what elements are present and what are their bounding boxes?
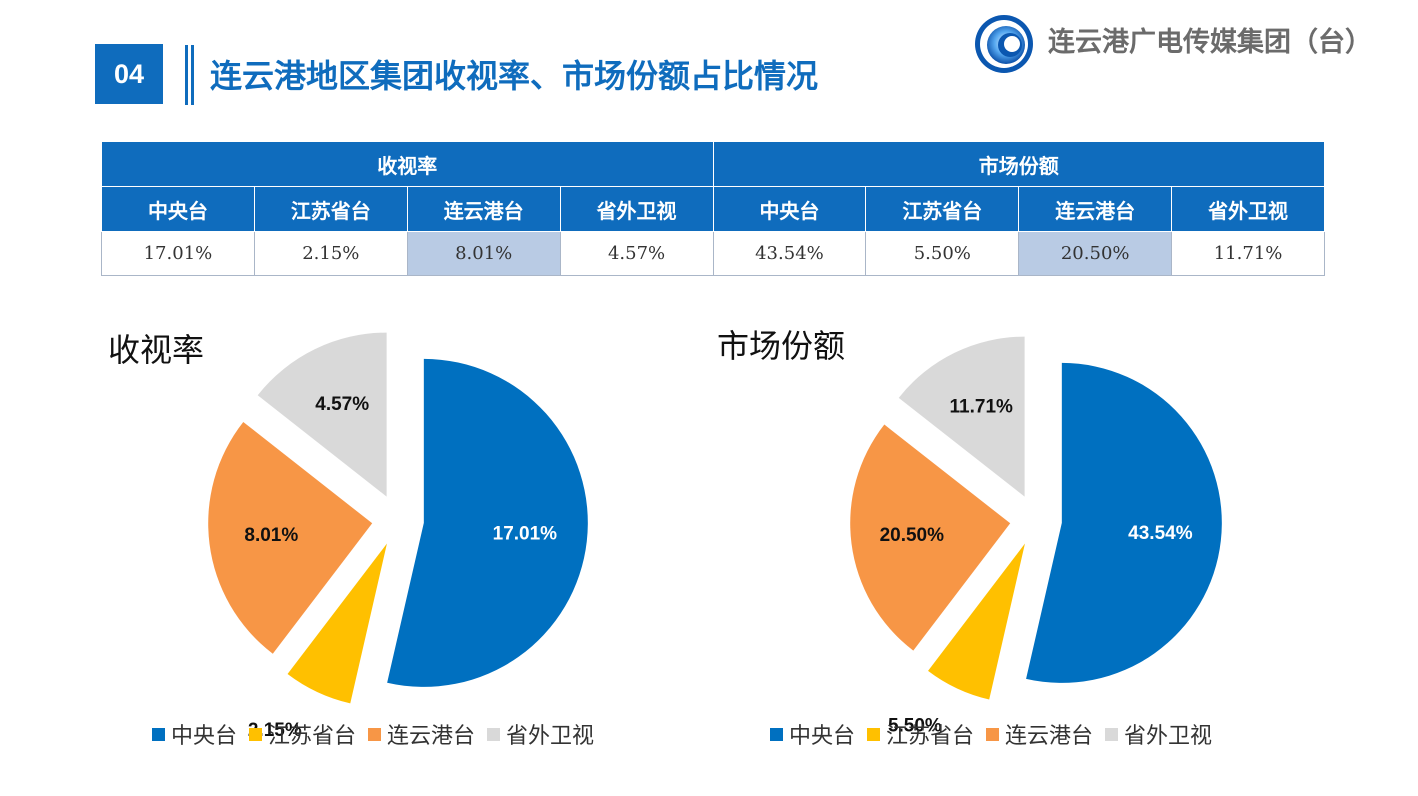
section-number-badge: 04 — [95, 44, 163, 104]
data-label: 4.57% — [315, 394, 369, 415]
pie-slice-3 — [208, 421, 373, 654]
pie-slice-3 — [850, 424, 1011, 651]
pie-slice-4 — [257, 332, 387, 497]
group-header-market-share: 市场份额 — [712, 141, 1325, 187]
title-divider — [185, 45, 195, 105]
legend-swatch — [249, 727, 263, 741]
legend-label: 江苏省台 — [886, 724, 975, 749]
legend-item: 省外卫视 — [1105, 718, 1212, 750]
legend-label: 江苏省台 — [268, 724, 357, 749]
data-label: 8.01% — [244, 525, 298, 546]
column-header: 连云港台 — [1018, 186, 1173, 232]
legend-swatch — [867, 727, 881, 741]
column-header: 省外卫视 — [1171, 186, 1325, 232]
column-header: 省外卫视 — [559, 186, 714, 232]
legend-item: 中央台 — [152, 718, 237, 750]
table-cell: 17.01% — [101, 231, 255, 276]
table-cell: 11.71% — [1171, 231, 1325, 276]
legend-label: 连云港台 — [1005, 724, 1094, 749]
pie-slice-2 — [928, 543, 1025, 700]
column-header: 中央台 — [712, 186, 867, 232]
legend-swatch — [368, 727, 382, 741]
legend-item: 江苏省台 — [249, 718, 356, 750]
legend-item: 中央台 — [770, 718, 855, 750]
table-cell-highlighted: 8.01% — [406, 231, 561, 276]
table-cell: 2.15% — [253, 231, 408, 276]
data-label: 11.71% — [950, 396, 1013, 417]
legend-item: 连云港台 — [368, 718, 475, 750]
group-header-ratings: 收视率 — [101, 141, 714, 187]
pie-slice-2 — [287, 543, 387, 704]
table-cell: 5.50% — [865, 231, 1020, 276]
legend-label: 省外卫视 — [1124, 724, 1213, 749]
legend-label: 省外卫视 — [506, 724, 595, 749]
pie-chart-ratings: 17.01%2.15%8.01%4.57% — [208, 332, 588, 741]
stats-table: 收视率 市场份额 中央台 江苏省台 连云港台 省外卫视 中央台 江苏省台 连云港… — [101, 141, 1325, 276]
logo-icon — [975, 15, 1033, 73]
legend-swatch — [986, 727, 1000, 741]
legend-label: 连云港台 — [387, 724, 476, 749]
column-header: 江苏省台 — [253, 186, 408, 232]
data-label: 43.54% — [1128, 523, 1193, 544]
data-label: 20.50% — [880, 525, 945, 546]
pie-slice-4 — [898, 336, 1025, 497]
legend-item: 连云港台 — [986, 718, 1093, 750]
organization-name: 连云港广电传媒集团（台） — [1048, 27, 1372, 58]
data-label: 5.50% — [888, 716, 942, 737]
table-cell: 43.54% — [712, 231, 867, 276]
legend-label: 中央台 — [789, 724, 856, 749]
legend-ratings: 中央台 江苏省台 连云港台 省外卫视 — [152, 718, 594, 750]
page-title: 连云港地区集团收视率、市场份额占比情况 — [210, 57, 819, 95]
column-header: 中央台 — [101, 186, 255, 232]
column-header: 连云港台 — [406, 186, 561, 232]
pie-slice-1 — [1026, 362, 1222, 683]
table-cell-highlighted: 20.50% — [1018, 231, 1173, 276]
chart-title-market-share: 市场份额 — [717, 327, 846, 365]
legend-swatch — [770, 727, 783, 741]
legend-swatch — [152, 727, 165, 741]
legend-swatch — [487, 727, 501, 741]
legend-item: 省外卫视 — [487, 718, 594, 750]
data-label: 17.01% — [493, 523, 558, 544]
legend-label: 中央台 — [171, 724, 238, 749]
chart-title-ratings: 收视率 — [108, 331, 205, 369]
table-cell: 4.57% — [559, 231, 714, 276]
legend-swatch — [1105, 727, 1119, 741]
pie-slice-1 — [387, 358, 588, 687]
column-header: 江苏省台 — [865, 186, 1020, 232]
legend-item: 江苏省台 — [867, 718, 974, 750]
legend-market-share: 中央台 江苏省台 连云港台 省外卫视 — [770, 718, 1212, 750]
